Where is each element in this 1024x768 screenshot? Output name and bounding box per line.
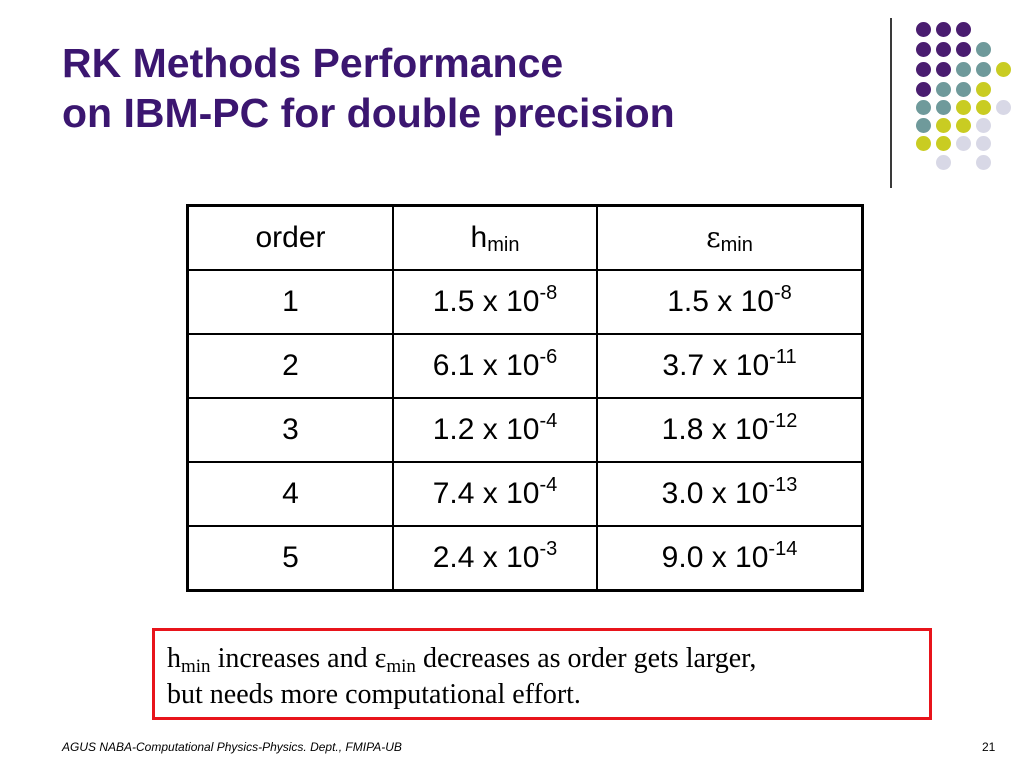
slide-title: RK Methods Performance on IBM-PC for dou… (62, 38, 675, 138)
decorative-dot (976, 82, 991, 97)
cell-order: 2 (186, 333, 394, 399)
page-number: 21 (982, 740, 996, 754)
decorative-dot (936, 118, 951, 133)
table-row: 3 1.2 x 10-4 1.8 x 10-12 (186, 397, 864, 463)
decorative-dot (996, 100, 1011, 115)
decorative-dot (916, 42, 931, 57)
note-line-2: but needs more computational effort. (167, 679, 581, 710)
cell-eps-min: 1.5 x 10-8 (596, 269, 864, 335)
decorative-vertical-rule (890, 18, 892, 188)
decorative-dot (956, 82, 971, 97)
decorative-dot (976, 155, 991, 170)
footer-credit: AGUS NABA-Computational Physics-Physics.… (62, 740, 402, 754)
decorative-dot (916, 118, 931, 133)
table-header-row: order hmin εmin (186, 204, 864, 271)
cell-order: 3 (186, 397, 394, 463)
decorative-dot (936, 100, 951, 115)
cell-h-min: 2.4 x 10-3 (392, 525, 598, 592)
table-row: 4 7.4 x 10-4 3.0 x 10-13 (186, 461, 864, 527)
decorative-dot (936, 82, 951, 97)
decorative-dot (956, 22, 971, 37)
decorative-dot (916, 82, 931, 97)
decorative-dot (916, 22, 931, 37)
cell-order: 1 (186, 269, 394, 335)
table-row: 2 6.1 x 10-6 3.7 x 10-11 (186, 333, 864, 399)
cell-eps-min: 1.8 x 10-12 (596, 397, 864, 463)
rk-performance-table: order hmin εmin 1 1.5 x 10-8 1.5 x 10-8 … (186, 204, 864, 592)
cell-h-min: 1.2 x 10-4 (392, 397, 598, 463)
decorative-dot (936, 136, 951, 151)
note-line-1: hmin increases and εmin decreases as ord… (167, 643, 757, 677)
decorative-dot (916, 136, 931, 151)
table-row: 5 2.4 x 10-3 9.0 x 10-14 (186, 525, 864, 592)
cell-eps-min: 3.7 x 10-11 (596, 333, 864, 399)
table-row: 1 1.5 x 10-8 1.5 x 10-8 (186, 269, 864, 335)
decorative-dot (936, 42, 951, 57)
decorative-dot (916, 62, 931, 77)
cell-order: 4 (186, 461, 394, 527)
header-order: order (186, 204, 394, 271)
slide-title-line-1: RK Methods Performance (62, 40, 564, 86)
decorative-dot (956, 118, 971, 133)
cell-eps-min: 9.0 x 10-14 (596, 525, 864, 592)
header-eps-min: εmin (596, 204, 864, 271)
decorative-dot (976, 62, 991, 77)
decorative-dot (956, 100, 971, 115)
cell-h-min: 7.4 x 10-4 (392, 461, 598, 527)
decorative-dot (976, 100, 991, 115)
decorative-dot (976, 118, 991, 133)
decorative-dot (936, 62, 951, 77)
cell-eps-min: 3.0 x 10-13 (596, 461, 864, 527)
decorative-dot (996, 62, 1011, 77)
conclusion-note-box: hmin increases and εmin decreases as ord… (152, 628, 932, 720)
cell-order: 5 (186, 525, 394, 592)
decorative-dot (976, 42, 991, 57)
decorative-dot (956, 136, 971, 151)
decorative-dot (936, 22, 951, 37)
decorative-dot (936, 155, 951, 170)
decorative-dot (916, 100, 931, 115)
cell-h-min: 1.5 x 10-8 (392, 269, 598, 335)
header-h-min: hmin (392, 204, 598, 271)
cell-h-min: 6.1 x 10-6 (392, 333, 598, 399)
slide-title-line-2: on IBM-PC for double precision (62, 90, 675, 136)
decorative-dot (956, 42, 971, 57)
decorative-dot (956, 62, 971, 77)
decorative-dot (976, 136, 991, 151)
